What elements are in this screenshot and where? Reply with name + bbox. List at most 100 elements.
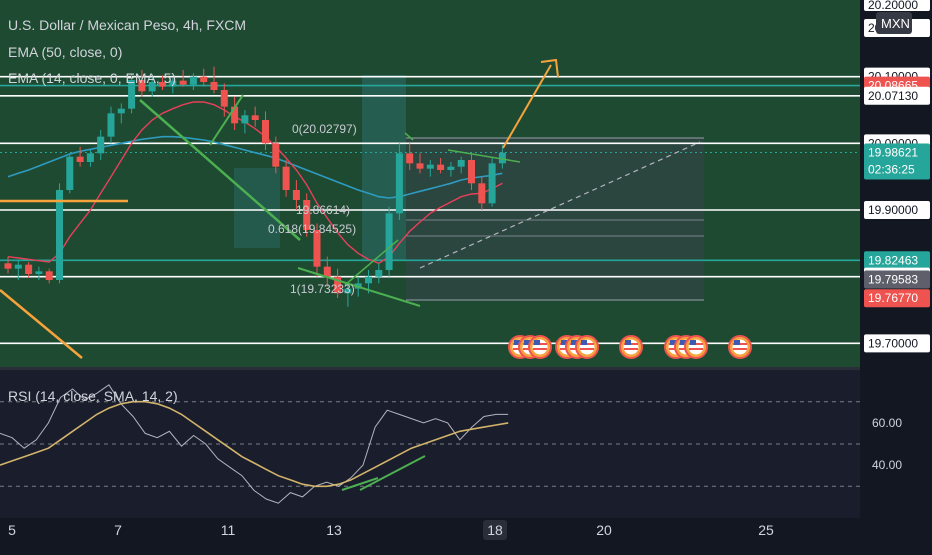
flag-canton xyxy=(680,340,686,345)
last-price-tag: 19.98621 02:36:25 xyxy=(864,143,930,180)
us-flag-icon[interactable] xyxy=(528,335,552,359)
candle-body xyxy=(66,156,74,190)
flag-stripe xyxy=(580,348,594,350)
candle-body xyxy=(107,113,115,137)
time-axis xyxy=(0,518,860,550)
candles xyxy=(4,66,506,307)
time-highlight-bg xyxy=(483,520,507,540)
ema50-legend[interactable]: EMA (50, close, 0) xyxy=(8,44,122,60)
target-arrow-line[interactable] xyxy=(502,64,552,149)
candle-2 xyxy=(25,262,33,278)
ema50-line xyxy=(7,135,503,199)
us-flag-icon[interactable] xyxy=(619,335,643,359)
candle-body xyxy=(25,264,33,274)
axis-label-top: 20.20000 xyxy=(864,0,930,12)
currency-badge-bg xyxy=(876,12,912,34)
pane-separator[interactable] xyxy=(0,367,860,370)
candle-body xyxy=(231,106,239,124)
candle-body xyxy=(189,76,197,85)
candle-body xyxy=(478,183,486,204)
axis-label-teal-tag: 19.82463 xyxy=(864,251,930,270)
time-axis-labels: 5 7 11 13 18 20 25 xyxy=(8,520,774,540)
drawings xyxy=(0,58,701,359)
target-arrow-head xyxy=(540,58,559,78)
candle-body xyxy=(45,271,53,280)
currency-badge[interactable]: MXN xyxy=(876,12,912,34)
candle-10 xyxy=(107,106,115,144)
flag-canton xyxy=(670,340,676,345)
axis-label-top-text: 20.20000 xyxy=(868,0,918,12)
downtrend-line xyxy=(139,99,301,241)
flag-line xyxy=(447,149,521,163)
candle-body xyxy=(437,164,445,170)
swing-line xyxy=(209,94,244,146)
rsi-axis-label: 40.00 xyxy=(872,458,902,472)
candle-39 xyxy=(406,143,414,170)
candle-body xyxy=(251,115,259,120)
axis-label-grey-tag-bg xyxy=(864,270,930,289)
candle-body xyxy=(406,153,414,164)
candle-body xyxy=(4,263,12,269)
axis-label-19700: 19.70000 xyxy=(864,334,930,353)
candle-body xyxy=(220,90,228,107)
us-flag-icon[interactable] xyxy=(684,335,708,359)
candle-23 xyxy=(241,110,249,134)
candle-28 xyxy=(292,180,300,210)
support-wedge-line xyxy=(297,267,421,307)
candle-1 xyxy=(14,260,22,280)
flag-canton xyxy=(625,340,631,345)
countdown-text: 02:36:25 xyxy=(868,163,915,177)
axis-label-19700-text: 19.70000 xyxy=(868,336,918,350)
candle-11 xyxy=(117,103,125,124)
candle-body xyxy=(468,160,475,184)
candle-body xyxy=(323,266,331,277)
us-flag-icon[interactable] xyxy=(728,335,752,359)
flag-stripe xyxy=(624,348,638,350)
candle-body xyxy=(334,276,342,294)
fib-label-0: 0(20.02797) xyxy=(292,122,357,136)
candle-0 xyxy=(4,256,12,274)
candle-42 xyxy=(437,158,445,174)
fib-label-1: 1(19.73233) xyxy=(290,282,355,296)
candle-31 xyxy=(323,256,331,287)
axis-label-19900-text: 19.90000 xyxy=(868,203,918,217)
flag-canton xyxy=(581,340,587,345)
candle-43 xyxy=(447,162,455,177)
candle-body xyxy=(272,143,280,167)
candle-body xyxy=(365,276,372,284)
projection-dashed-line xyxy=(419,141,701,269)
candle-4 xyxy=(45,268,53,284)
flag-stripe xyxy=(733,348,747,350)
candle-body xyxy=(488,163,496,204)
candle-body xyxy=(262,120,269,144)
candle-body xyxy=(179,80,187,85)
candle-body xyxy=(159,82,166,87)
candle-29 xyxy=(303,193,311,237)
candle-30 xyxy=(313,223,321,277)
candle-body xyxy=(138,80,146,92)
candle-body xyxy=(282,166,290,190)
time-label: 11 xyxy=(221,522,236,538)
last-price-bg xyxy=(864,143,930,180)
orange-diagonal-line xyxy=(0,289,83,359)
axis-label-red-tag-2-bg xyxy=(864,289,930,308)
axis-label-20071-text: 20.07130 xyxy=(868,89,918,103)
candle-body xyxy=(457,160,465,167)
candle-20 xyxy=(210,66,218,94)
axis-label-19900-bg xyxy=(864,201,930,219)
fib-label-0786: 19.86614) xyxy=(296,203,350,217)
us-flag-icon[interactable] xyxy=(575,335,599,359)
flag-canton xyxy=(734,340,740,345)
rsi-legend[interactable]: RSI (14, close, SMA, 14, 2) xyxy=(8,388,178,404)
teal-zone-box-left xyxy=(234,168,280,248)
ema-lines xyxy=(7,101,503,265)
ema14-legend[interactable]: EMA (14, close, 0, EMA, 5) xyxy=(8,70,176,86)
economic-events[interactable] xyxy=(508,335,752,359)
candle-44 xyxy=(457,156,465,174)
candle-body xyxy=(313,230,321,267)
fib-label-0618: 0.618(19.84525) xyxy=(268,222,356,236)
axis-label-teal-tag-bg xyxy=(864,251,930,270)
